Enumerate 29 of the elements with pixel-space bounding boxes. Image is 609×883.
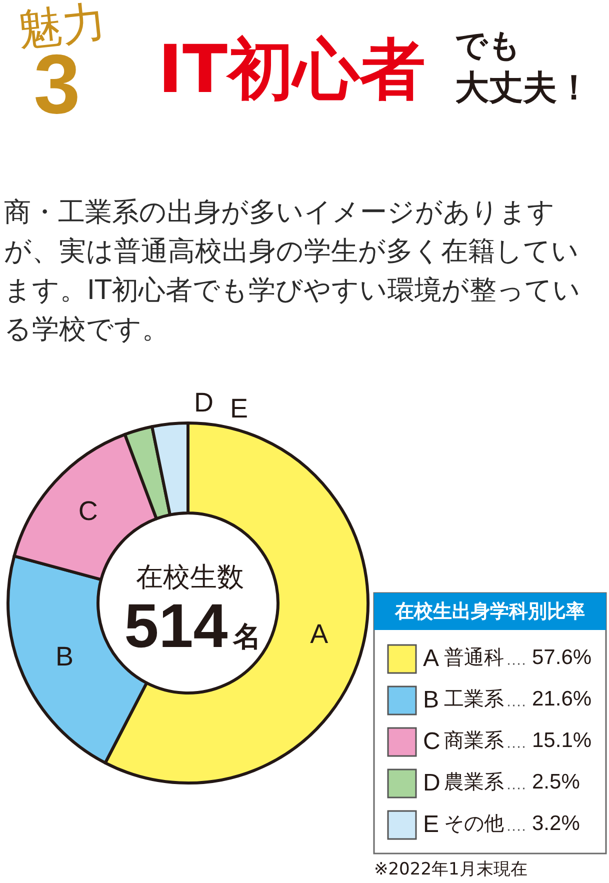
slice-label: B — [55, 641, 74, 672]
text: その他 — [444, 811, 504, 835]
data-label: 57.6% — [532, 646, 592, 669]
legend-label: B — [423, 686, 440, 714]
data-label: 3.2% — [532, 812, 580, 835]
legend-label: E — [423, 811, 440, 838]
data-label: 21.6% — [532, 688, 592, 710]
slice-label: A — [310, 618, 328, 649]
text: 大丈夫！ — [455, 68, 591, 108]
chart-title: IT初心者 — [158, 31, 426, 108]
text: 在校生数 — [136, 562, 244, 593]
legend-label: C — [423, 728, 440, 755]
text: でも — [455, 26, 521, 64]
chart-subtitle: 商・工業系の出身が多いイメージがありますが、実は普通高校出身の学生が多く在籍しています。IT初心者でも学びやすい環境が整っている学校です。 — [4, 197, 580, 345]
text: 農業系 — [444, 770, 504, 794]
legend-label: A — [423, 645, 440, 672]
text: ※2022年1月末現在 — [374, 860, 528, 880]
text: 普通科 — [444, 645, 504, 669]
legend-title: 在校生出身学科別比率 — [394, 600, 585, 622]
text: 名 — [232, 620, 261, 653]
text: 商業系 — [444, 728, 504, 752]
category-label: E — [230, 394, 248, 424]
slice-label: C — [78, 496, 98, 526]
text: 514 — [124, 592, 228, 661]
text: 工業系 — [444, 686, 504, 710]
legend-label: D — [423, 770, 440, 796]
data-label: 15.1% — [532, 729, 592, 752]
category-label: D — [194, 388, 214, 418]
data-label: 2.5% — [532, 770, 580, 794]
